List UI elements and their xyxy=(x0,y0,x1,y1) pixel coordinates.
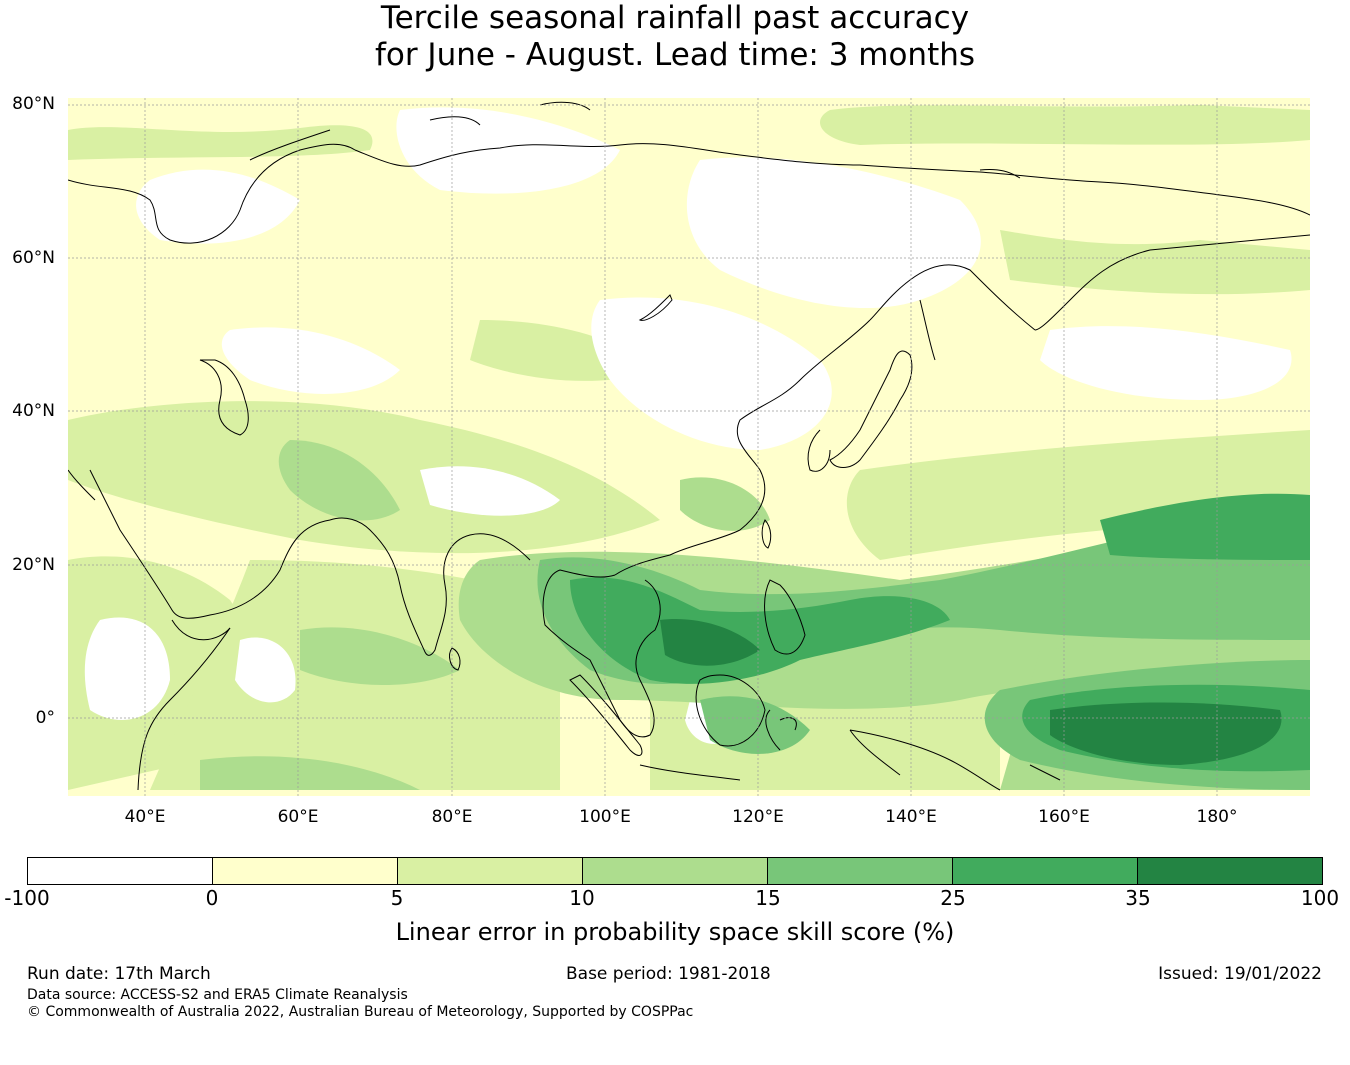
coast-arabia xyxy=(89,469,331,641)
coast-caspian xyxy=(199,359,249,436)
lat-label-80n: 80°N xyxy=(12,94,55,114)
coast-kamchatka-okhotsk xyxy=(869,234,1310,331)
lon-label-100e: 100°E xyxy=(579,807,631,827)
coast-sumatra xyxy=(569,674,643,756)
colorbar-segment-0-5 xyxy=(213,858,398,884)
base-period: Base period: 1981-2018 xyxy=(566,964,771,984)
lon-label-120e: 120°E xyxy=(732,807,784,827)
colorbar-tick: 35 xyxy=(1125,886,1151,910)
coastlines xyxy=(68,101,1310,791)
map-title: Tercile seasonal rainfall past accuracy … xyxy=(0,0,1350,74)
colorbar-segment-negative xyxy=(28,858,213,884)
colorbar-label: Linear error in probability space skill … xyxy=(395,918,955,946)
title-line-1: Tercile seasonal rainfall past accuracy xyxy=(380,0,970,36)
coast-new-guinea xyxy=(849,729,1001,791)
colorbar-tick: 5 xyxy=(390,886,404,910)
colorbar-segment-25-35 xyxy=(953,858,1138,884)
coast-borneo xyxy=(695,674,766,747)
colorbar-tick: 15 xyxy=(755,886,781,910)
lon-label-40e: 40°E xyxy=(124,807,166,827)
coast-solomon-islands xyxy=(1029,764,1061,781)
copyright-notice: © Commonwealth of Australia 2022, Austra… xyxy=(27,1004,694,1020)
gridlines xyxy=(68,98,1310,796)
lon-label-180: 180° xyxy=(1196,807,1238,827)
lon-label-160e: 160°E xyxy=(1038,807,1090,827)
lat-label-20n: 20°N xyxy=(12,555,55,575)
coast-sakhalin xyxy=(919,299,936,361)
coast-philippines xyxy=(764,579,806,655)
coast-africa-east xyxy=(68,469,231,791)
coast-scandinavia xyxy=(68,143,356,244)
colorbar-tick: 25 xyxy=(940,886,966,910)
colorbar-segment-5-10 xyxy=(398,858,583,884)
lat-label-60n: 60°N xyxy=(12,248,55,268)
coast-sulawesi xyxy=(765,709,797,751)
issued-date: Issued: 19/01/2022 xyxy=(1158,964,1322,984)
colorbar-tick: 10 xyxy=(569,886,595,910)
coast-korea xyxy=(807,429,831,472)
coast-arctic-islands xyxy=(429,101,1021,179)
title-line-2: for June - August. Lead time: 3 months xyxy=(374,37,976,73)
data-source: Data source: ACCESS-S2 and ERA5 Climate … xyxy=(27,987,408,1003)
skill-band-35-100 xyxy=(660,619,1282,765)
coast-lake-baikal xyxy=(638,294,673,321)
lat-label-40n: 40°N xyxy=(12,401,55,421)
colorbar-segment-35-100 xyxy=(1138,858,1322,884)
colorbar-tick: 0 xyxy=(205,886,219,910)
lon-label-140e: 140°E xyxy=(885,807,937,827)
colorbar-segment-10-15 xyxy=(583,858,768,884)
coast-siberia-north xyxy=(354,143,1310,216)
coast-india xyxy=(329,517,531,656)
coast-java xyxy=(639,764,741,781)
coast-taiwan xyxy=(761,519,772,549)
colorbar-tick: -100 xyxy=(4,886,50,910)
colorbar-segment-15-25 xyxy=(768,858,953,884)
coast-novaya-zemlya xyxy=(249,129,331,161)
coast-japan xyxy=(829,350,913,468)
lon-label-80e: 80°E xyxy=(431,807,473,827)
lat-label-0: 0° xyxy=(35,708,55,728)
colorbar xyxy=(27,857,1323,885)
coast-sri-lanka xyxy=(449,647,461,671)
lon-label-60e: 60°E xyxy=(277,807,319,827)
colorbar-tick: 100 xyxy=(1300,886,1340,910)
coast-east-asia xyxy=(614,319,871,576)
run-date: Run date: 17th March xyxy=(27,964,211,984)
